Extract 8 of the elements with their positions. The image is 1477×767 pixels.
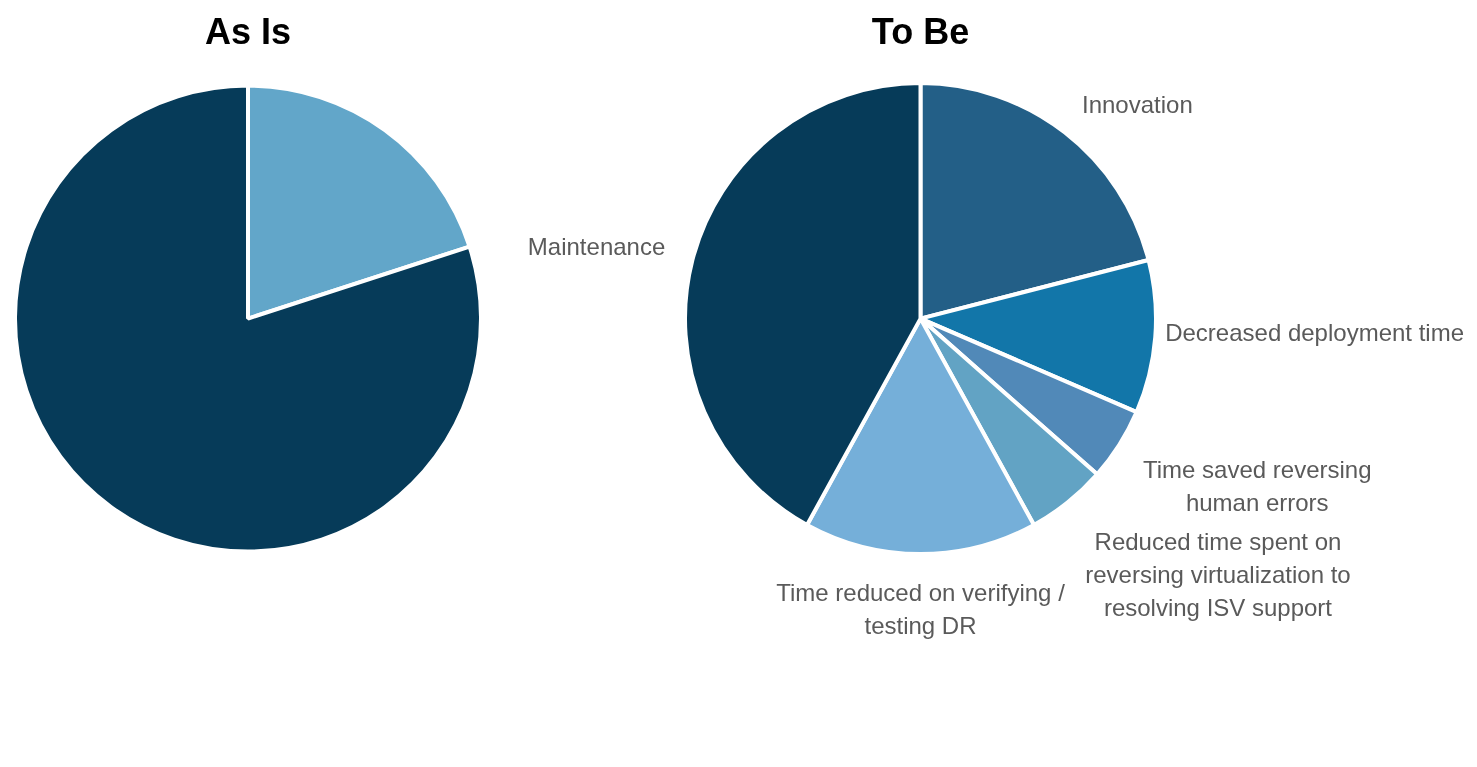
slice-label: Decreased deployment time bbox=[1165, 319, 1465, 347]
slice-label: Maintenance bbox=[527, 233, 666, 261]
slice-label: Innovation bbox=[1082, 90, 1193, 118]
slice-label: Reduced time spent on reversing virtualization to resolving ISV support bbox=[1085, 528, 1351, 622]
chart-title: As Is bbox=[204, 10, 292, 52]
slice-label: Time reduced on verifying / testing DR bbox=[776, 578, 1066, 639]
slice-label: Time saved reversing human errors bbox=[1142, 456, 1372, 517]
chart-title: To Be bbox=[871, 10, 970, 52]
